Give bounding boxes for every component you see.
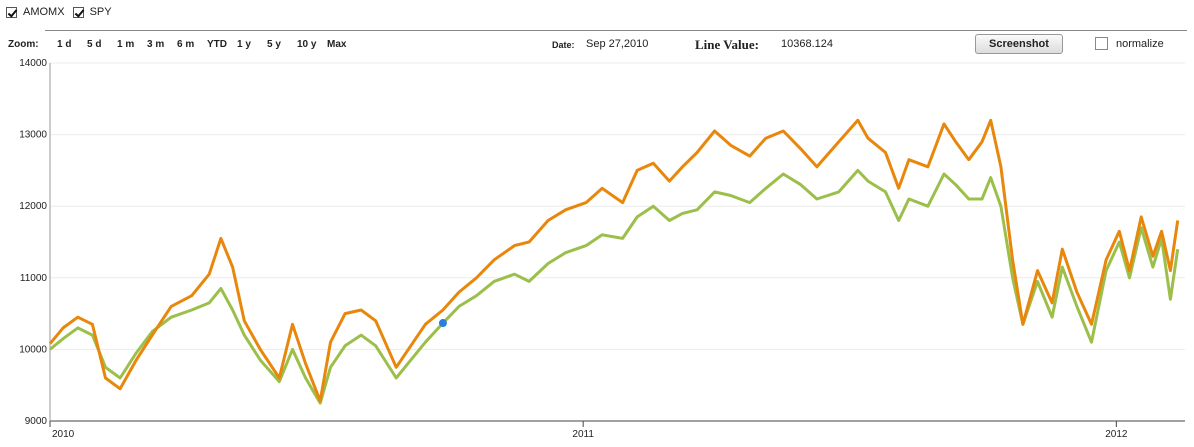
zoom-5d-button[interactable]: 5 d	[87, 39, 102, 50]
x-tick-label: 2010	[52, 429, 75, 440]
checkbox-icon[interactable]	[1095, 37, 1108, 50]
y-axis: 9000 10000 11000 12000 13000 14000	[19, 58, 47, 427]
x-axis: 2010 2011 2012	[49, 63, 1185, 440]
series-line-spy[interactable]	[49, 168, 1180, 405]
y-tick-label: 13000	[19, 130, 47, 141]
legend-item-spy[interactable]: SPY	[72, 6, 112, 18]
legend-label: AMOMX	[23, 6, 65, 18]
y-tick-label: 10000	[19, 344, 47, 355]
checkbox-icon[interactable]	[72, 6, 84, 18]
y-tick-label: 9000	[25, 416, 48, 427]
zoom-5y-button[interactable]: 5 y	[267, 39, 281, 50]
date-label: Date:	[552, 40, 575, 50]
legend-item-amomx[interactable]: AMOMX	[6, 6, 65, 18]
y-tick-label: 11000	[20, 273, 48, 284]
toolbar: Zoom: 1 d 5 d 1 m 3 m 6 m YTD 1 y 5 y 10…	[0, 33, 1194, 57]
date-value: Sep 27,2010	[586, 38, 649, 50]
zoom-max-button[interactable]: Max	[327, 39, 347, 50]
zoom-6m-button[interactable]: 6 m	[177, 39, 195, 50]
series-lines	[48, 118, 1180, 405]
divider	[45, 30, 1187, 31]
legend: AMOMX SPY	[6, 2, 120, 22]
zoom-ytd-button[interactable]: YTD	[207, 39, 227, 50]
y-tick-label: 14000	[19, 58, 47, 69]
zoom-3m-button[interactable]: 3 m	[147, 39, 165, 50]
series-line-amomx[interactable]	[48, 118, 1180, 403]
zoom-1y-button[interactable]: 1 y	[237, 39, 251, 50]
zoom-1m-button[interactable]: 1 m	[117, 39, 135, 50]
legend-label: SPY	[89, 6, 112, 18]
line-value-label: Line Value:	[695, 37, 759, 52]
zoom-1d-button[interactable]: 1 d	[57, 39, 72, 50]
zoom-label: Zoom:	[8, 39, 39, 50]
x-tick-label: 2011	[572, 429, 594, 440]
normalize-label: normalize	[1116, 37, 1164, 50]
normalize-toggle[interactable]: normalize	[1095, 37, 1164, 50]
x-tick-label: 2012	[1105, 429, 1128, 440]
checkbox-icon[interactable]	[6, 6, 17, 18]
zoom-10y-button[interactable]: 10 y	[297, 39, 317, 50]
hover-point[interactable]	[438, 319, 447, 328]
line-value: 10368.124	[781, 38, 833, 50]
hover-marker	[438, 319, 447, 328]
y-tick-label: 12000	[19, 201, 47, 212]
screenshot-button[interactable]: Screenshot	[975, 34, 1063, 54]
